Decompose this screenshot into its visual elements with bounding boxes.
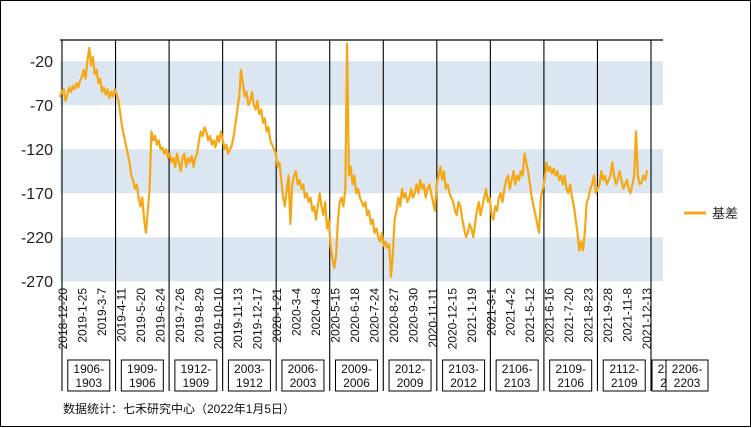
x-tick-label: 2020-7-24 [367, 288, 381, 343]
contract-label-top: 2109- [555, 362, 586, 376]
x-tick-label: 2021-4-2 [504, 288, 518, 336]
contract-box-frame [549, 359, 593, 392]
contract-label-top: 2006- [288, 362, 319, 376]
contract-label-bottom: 1906 [129, 376, 156, 390]
y-tick-label: -70 [30, 98, 53, 115]
contract-box-frame [281, 359, 325, 392]
x-tick-label: 2020-8-27 [387, 288, 401, 343]
y-axis-ticks: -20 -70 -120 -170 -220 -270 [21, 54, 53, 291]
series-line-basis [58, 42, 649, 278]
contract-box-frame [120, 359, 164, 392]
contract-box-frame [227, 359, 271, 392]
x-tick-label: 2019-5-20 [134, 288, 148, 343]
contract-box-frame [388, 359, 432, 392]
contract-label-top: 2106- [502, 362, 533, 376]
x-tick-label: 2019-10-10 [212, 288, 226, 350]
x-tick-label: 2019-11-13 [231, 288, 245, 349]
x-tick-label: 2021-1-19 [465, 288, 479, 343]
legend-label: 基差 [712, 206, 738, 221]
contract-label-bottom: 1909 [183, 376, 210, 390]
x-tick-label: 2020-9-30 [406, 288, 420, 343]
contract-label-bottom: 2109 [611, 376, 638, 390]
x-tick-label: 2020-3-4 [290, 288, 304, 336]
contract-label-box: 1912-1909 [174, 359, 218, 392]
x-tick-label: 2021-12-13 [640, 288, 654, 350]
contract-label-top: 1912- [181, 362, 212, 376]
contract-label-bottom: 2203 [674, 376, 701, 390]
contract-label-bottom: 2012 [450, 376, 477, 390]
band-2 [60, 237, 663, 282]
contract-box-frame [495, 359, 539, 392]
x-axis-ticks: 2018-12-20 2019-1-25 2019-3-7 2019-4-11 2019… [56, 288, 654, 350]
x-tick-label: 2019-8-29 [192, 288, 206, 343]
x-tick-label: 2020-4-8 [309, 288, 323, 336]
x-tick-label: 2019-6-24 [153, 288, 167, 343]
x-tick-label: 2021-7-20 [562, 288, 576, 343]
contract-label-boxes: 1906-1903 1909-1906 1912-1909 2003-1912 2006… [67, 359, 709, 392]
contract-label-box: 2003-1912 [227, 359, 271, 392]
y-tick-label: -20 [30, 54, 53, 71]
contract-box-frame [665, 359, 709, 392]
contract-box-frame [602, 359, 646, 392]
contract-label-top: 2003- [234, 362, 265, 376]
y-tick-label: -270 [21, 274, 53, 291]
contract-divider-lines [61, 40, 652, 391]
y-tick-label: -170 [21, 186, 53, 203]
x-tick-label: 2020-6-18 [348, 288, 362, 343]
x-tick-label: 2019-1-25 [75, 288, 89, 343]
contract-label-box: 2103-2012 [442, 359, 486, 392]
contract-label-top: 2206- [672, 362, 703, 376]
contract-label-top: 1906- [73, 362, 104, 376]
x-tick-label: 2021-3-1 [484, 288, 498, 336]
contract-label-box: 2006-2003 [281, 359, 325, 392]
contract-label-top: 2112- [609, 362, 639, 376]
x-tick-label: 2020-11-11 [426, 288, 440, 348]
source-note: 数据统计：七禾研究中心（2022年1月5日） [63, 402, 296, 416]
contract-label-box: 2109-2106 [549, 359, 593, 392]
x-tick-label: 2021-5-12 [523, 288, 537, 343]
contract-label-box: 2206-2203 [665, 359, 709, 392]
contract-box-frame [174, 359, 218, 392]
x-tick-label: 2021-11-8 [621, 288, 635, 342]
contract-label-bottom: 2009 [397, 376, 424, 390]
contract-label-bottom: 2003 [290, 376, 317, 390]
contract-box-frame [67, 359, 111, 392]
x-tick-label: 2019-4-11 [114, 288, 128, 342]
x-tick-label: 2021-6-16 [543, 288, 557, 343]
band-0 [60, 61, 663, 106]
contract-label-top: 1909- [127, 362, 158, 376]
x-tick-label: 2019-12-17 [251, 288, 265, 350]
x-tick-label: 2020-1-21 [270, 288, 284, 343]
x-tick-label: 2020-12-15 [445, 288, 459, 350]
band-1 [60, 149, 663, 194]
contract-label-top: 2009- [341, 362, 372, 376]
contract-label-box: 2112-2109 [602, 359, 646, 392]
contract-label-bottom: 2006 [343, 376, 370, 390]
y-tick-label: -220 [21, 230, 53, 247]
contract-label-bottom: 1912 [236, 376, 263, 390]
contract-label-box: 1906-1903 [67, 359, 111, 392]
horizontal-bands [60, 61, 663, 282]
y-tick-label: -120 [21, 142, 53, 159]
contract-label-box: 2106-2103 [495, 359, 539, 392]
x-tick-label: 2021-9-28 [601, 288, 615, 343]
contract-label-top: 2103- [448, 362, 479, 376]
contract-label-box: 2012-2009 [388, 359, 432, 392]
contract-box-frame [335, 359, 378, 392]
x-tick-label: 2020-5-15 [329, 288, 343, 343]
legend: 基差 [684, 206, 738, 221]
contract-label-top: 2012- [395, 362, 426, 376]
contract-label-box: 2009-2006 [335, 359, 378, 392]
contract-label-bottom: 2106 [557, 376, 584, 390]
x-tick-label: 2019-3-7 [95, 288, 109, 336]
x-tick-label: 2021-8-23 [582, 288, 596, 343]
x-tick-label: 2018-12-20 [56, 288, 70, 350]
contract-label-box: 1909-1906 [120, 359, 164, 392]
contract-label-bottom: 2103 [504, 376, 531, 390]
contract-box-frame [442, 359, 486, 392]
contract-label-bottom: 1903 [75, 376, 102, 390]
x-tick-label: 2019-7-26 [173, 288, 187, 343]
